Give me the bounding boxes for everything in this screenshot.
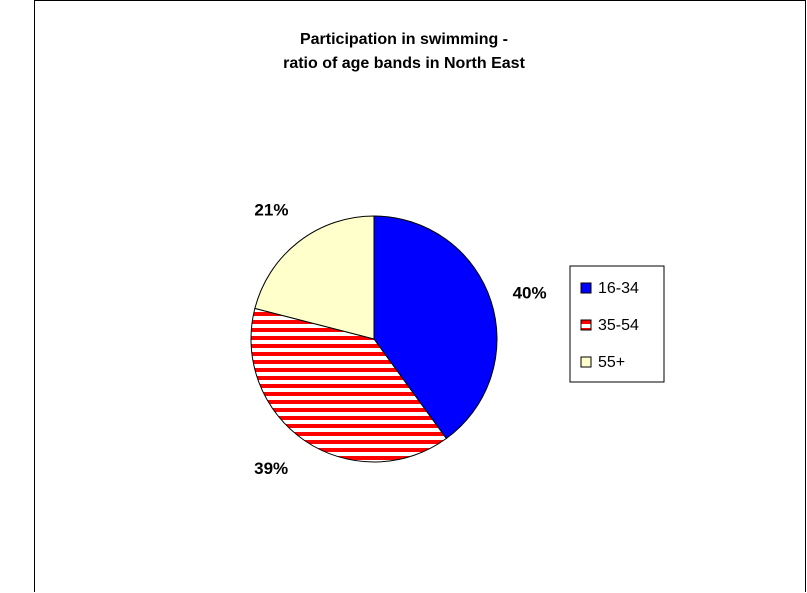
pie-label-55-plus: 21% [254, 201, 288, 220]
chart-legend: 16-34 35-54 55+ [570, 266, 664, 382]
legend-swatch-55-plus [581, 357, 591, 367]
pie-label-35-54: 39% [254, 459, 288, 478]
pie-slices [251, 216, 497, 462]
legend-swatch-16-34 [581, 283, 591, 293]
pie-label-16-34: 40% [513, 283, 547, 302]
legend-label-16-34: 16-34 [598, 280, 639, 297]
legend-label-55-plus: 55+ [598, 354, 625, 371]
legend-swatch-35-54 [581, 320, 591, 330]
legend-label-35-54: 35-54 [598, 317, 639, 334]
